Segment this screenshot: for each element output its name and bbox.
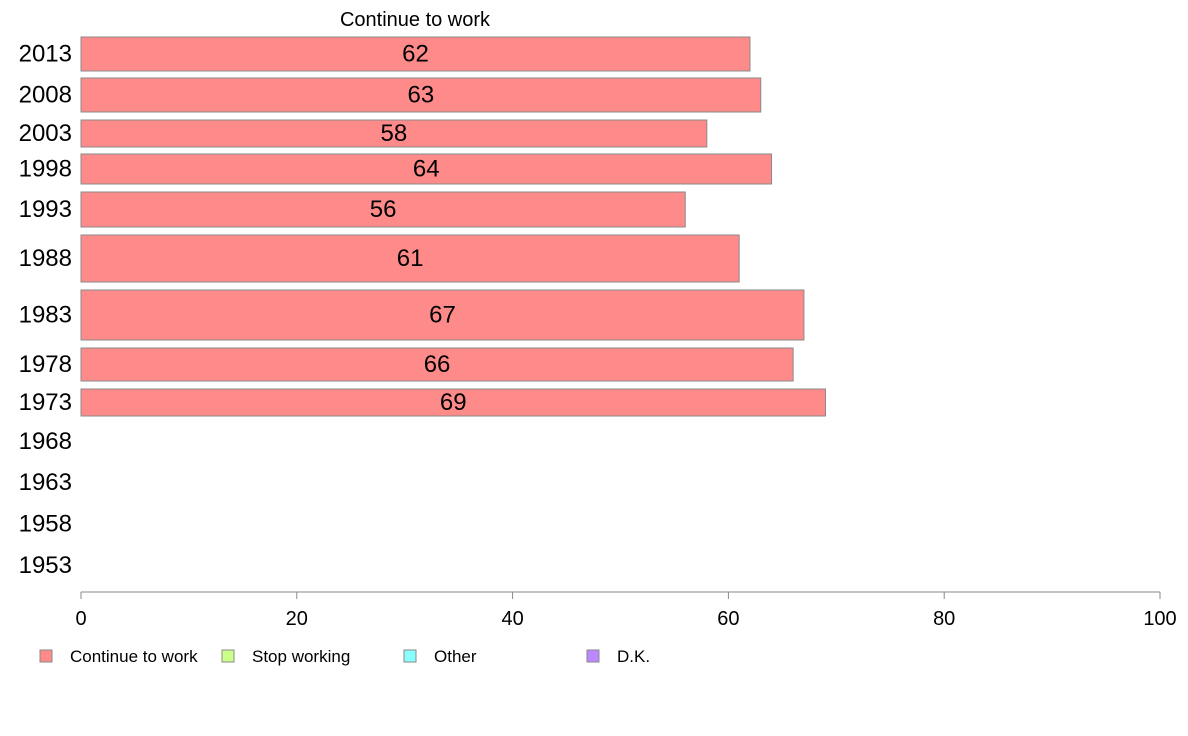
legend-swatch-2: [403, 649, 417, 663]
legend-swatch-3: [586, 649, 600, 663]
legend-label-1: Stop working: [252, 647, 350, 666]
year-label-1953: 1953: [19, 552, 72, 579]
year-label-1993: 1993: [19, 196, 72, 223]
year-label-1988: 1988: [19, 245, 72, 272]
value-label-2013: 62: [402, 41, 429, 68]
value-label-1988: 61: [397, 245, 424, 272]
year-label-1973: 1973: [19, 389, 72, 416]
x-tick-label-0: 0: [75, 608, 86, 630]
year-label-1978: 1978: [19, 351, 72, 378]
value-label-1973: 69: [440, 389, 467, 416]
bar-1983: [80, 289, 805, 341]
value-label-1998: 64: [413, 156, 440, 183]
bar-2013: [80, 36, 751, 72]
legend-label-0: Continue to work: [70, 647, 198, 666]
year-label-1968: 1968: [19, 428, 72, 455]
year-label-2008: 2008: [19, 82, 72, 109]
x-tick-label-100: 100: [1143, 608, 1176, 630]
legend: Continue to work Stop working Other D.K.: [39, 647, 650, 666]
bar-1998: [80, 153, 773, 185]
legend-swatch-1: [221, 649, 235, 663]
bar-1973: [80, 388, 827, 417]
year-label-1998: 1998: [19, 156, 72, 183]
bar-1993: [80, 191, 686, 228]
year-label-2013: 2013: [19, 41, 72, 68]
value-label-1983: 67: [429, 302, 456, 329]
year-labels: 2013 2008 2003 1998 1993 1988 1983 1978 1973 1968…: [19, 41, 72, 580]
legend-label-3: D.K.: [617, 647, 650, 666]
year-label-2003: 2003: [19, 120, 72, 147]
bar-1978: [80, 347, 794, 382]
x-tick-label-60: 60: [717, 608, 739, 630]
legend-swatch-0: [39, 649, 53, 663]
legend-label-2: Other: [434, 647, 477, 666]
value-label-1993: 56: [370, 196, 397, 223]
x-tick-label-80: 80: [933, 608, 955, 630]
bar-1988: [80, 234, 740, 283]
year-label-1958: 1958: [19, 511, 72, 538]
value-label-2003: 58: [381, 120, 408, 147]
chart-title: Continue to work: [340, 9, 491, 31]
value-label-1978: 66: [424, 351, 451, 378]
bar-2003: [80, 119, 708, 148]
value-label-2008: 63: [408, 82, 435, 109]
x-tick-label-20: 20: [286, 608, 308, 630]
bar-2008: [80, 77, 762, 113]
x-tick-label-40: 40: [501, 608, 523, 630]
x-axis: 0 20 40 60 80 100: [75, 591, 1177, 630]
year-label-1963: 1963: [19, 469, 72, 496]
year-label-1983: 1983: [19, 302, 72, 329]
